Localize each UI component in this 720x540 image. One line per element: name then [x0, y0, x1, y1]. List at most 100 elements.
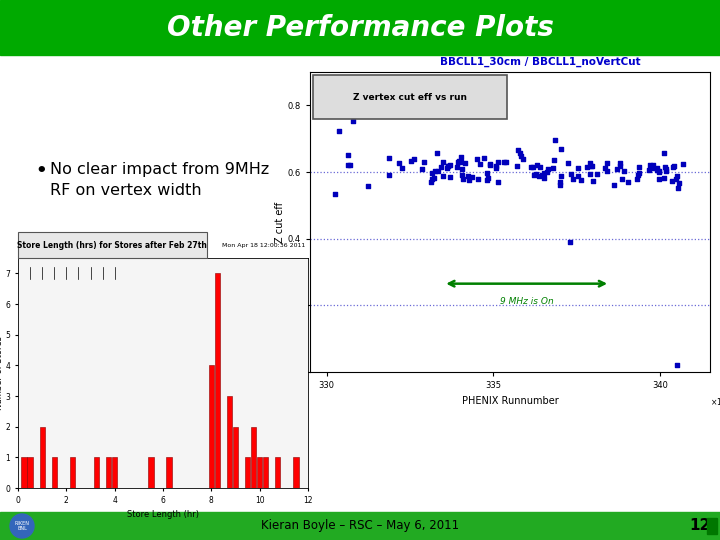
Point — [498, 158, 510, 166]
Point — [485, 160, 496, 168]
Text: •: • — [35, 162, 47, 180]
Bar — [0, 0, 720, 55]
Bar — [52, 457, 57, 488]
Point — [437, 172, 449, 180]
Point — [418, 158, 430, 167]
Bar — [233, 427, 238, 488]
Point — [633, 168, 644, 177]
Point — [614, 159, 626, 167]
Point — [534, 162, 546, 171]
Point — [396, 164, 408, 172]
Point — [539, 168, 550, 177]
Point — [441, 164, 452, 172]
Point — [677, 160, 688, 168]
FancyBboxPatch shape — [313, 76, 507, 119]
Text: Not so many long stores in
Run11.: Not so many long stores in Run11. — [380, 310, 595, 346]
Point — [444, 173, 456, 181]
Text: Store Length (hrs) for Stores after Feb 27th: Store Length (hrs) for Stores after Feb … — [17, 241, 207, 249]
Point — [431, 149, 443, 158]
Point — [534, 172, 545, 181]
Point — [572, 172, 583, 180]
Point — [531, 160, 543, 169]
Point — [432, 167, 444, 176]
Point — [591, 170, 603, 179]
Point — [585, 162, 597, 171]
Point — [672, 183, 683, 192]
Point — [453, 158, 464, 166]
Point — [384, 171, 395, 180]
Point — [342, 160, 354, 169]
Point — [602, 159, 613, 167]
Text: $\times10^3$: $\times10^3$ — [710, 396, 720, 408]
Point — [518, 154, 529, 163]
Point — [479, 153, 490, 162]
Point — [674, 179, 685, 188]
Point — [472, 174, 484, 183]
Point — [562, 158, 573, 167]
Point — [556, 171, 567, 180]
Point — [408, 155, 420, 164]
Point — [531, 170, 542, 179]
Point — [616, 175, 628, 184]
Point — [658, 174, 670, 183]
Bar — [245, 457, 251, 488]
Point — [527, 163, 539, 171]
Point — [384, 153, 395, 162]
Bar — [166, 457, 171, 488]
Point — [652, 166, 663, 174]
Point — [542, 165, 554, 173]
Text: 12: 12 — [689, 518, 711, 534]
Y-axis label: Number of Stores: Number of Stores — [0, 336, 4, 410]
Point — [575, 176, 587, 184]
Point — [653, 167, 665, 176]
Point — [345, 161, 356, 170]
Point — [565, 170, 577, 178]
Point — [651, 164, 662, 172]
Point — [608, 180, 620, 189]
Point — [671, 361, 683, 370]
Point — [644, 165, 655, 174]
Point — [599, 164, 611, 172]
Point — [644, 160, 656, 169]
Point — [653, 166, 665, 175]
Point — [333, 126, 344, 135]
Bar — [27, 457, 32, 488]
Point — [472, 155, 483, 164]
Point — [549, 156, 560, 164]
Point — [455, 158, 467, 167]
Text: Kieran Boyle – RSC – May 6, 2011: Kieran Boyle – RSC – May 6, 2011 — [261, 519, 459, 532]
Bar — [251, 427, 256, 488]
Point — [516, 151, 527, 160]
Point — [647, 164, 659, 172]
Point — [456, 165, 468, 173]
Point — [443, 162, 454, 171]
Point — [455, 153, 467, 161]
Point — [430, 166, 441, 175]
Bar — [0, 512, 720, 540]
Point — [622, 178, 634, 187]
Point — [659, 162, 670, 171]
Bar — [263, 457, 269, 488]
Point — [464, 176, 475, 185]
Bar — [209, 366, 214, 488]
Point — [451, 162, 463, 171]
Point — [668, 161, 680, 170]
Point — [444, 160, 455, 169]
Point — [585, 159, 596, 167]
Point — [515, 148, 526, 157]
Point — [588, 177, 599, 185]
Point — [672, 172, 683, 180]
Point — [584, 170, 595, 178]
Point — [462, 171, 474, 180]
Point — [586, 161, 598, 170]
FancyBboxPatch shape — [18, 232, 207, 258]
Point — [459, 159, 470, 167]
Point — [539, 174, 550, 183]
Bar — [70, 457, 75, 488]
Bar — [22, 457, 27, 488]
Point — [667, 177, 678, 185]
Point — [456, 171, 468, 179]
Bar — [293, 457, 299, 488]
Point — [482, 176, 493, 184]
Bar — [257, 457, 262, 488]
